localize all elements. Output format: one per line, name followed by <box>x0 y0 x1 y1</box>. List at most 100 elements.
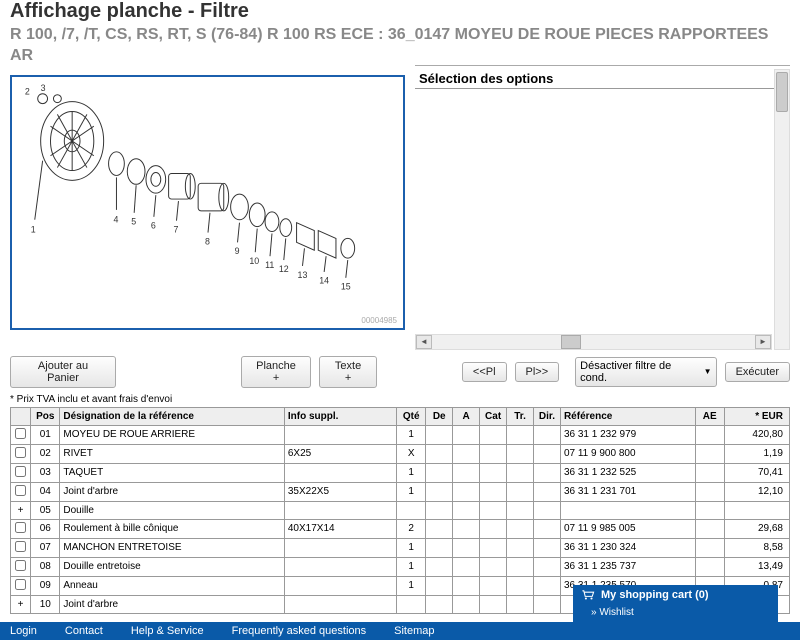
table-cell: 03 <box>31 463 60 482</box>
filter-select[interactable]: Désactiver filtre de cond. ▼ <box>575 357 716 387</box>
expand-row-button[interactable]: + <box>11 501 31 519</box>
table-cell <box>560 501 695 519</box>
table-cell <box>695 519 724 538</box>
table-cell: 420,80 <box>724 425 789 444</box>
table-cell: MOYEU DE ROUE ARRIERE <box>60 425 284 444</box>
table-cell <box>695 444 724 463</box>
row-checkbox[interactable] <box>15 541 26 552</box>
table-cell: 12,10 <box>724 482 789 501</box>
diagram-panel: 1 2 3 4 5 6 <box>10 75 405 330</box>
cart-icon <box>581 589 595 601</box>
table-cell: 8,58 <box>724 538 789 557</box>
add-to-cart-button[interactable]: Ajouter au Panier <box>10 356 116 388</box>
col-header: AE <box>695 407 724 425</box>
footer-link[interactable]: Frequently asked questions <box>232 625 367 637</box>
table-cell <box>507 557 534 576</box>
table-row: 08Douille entretoise136 31 1 235 73713,4… <box>11 557 790 576</box>
table-cell <box>507 595 534 613</box>
table-cell: Anneau <box>60 576 284 595</box>
scroll-right-arrow[interactable]: ► <box>755 335 771 349</box>
table-cell <box>426 557 453 576</box>
col-header: Dir. <box>534 407 561 425</box>
col-header: * EUR <box>724 407 789 425</box>
toolbar: Ajouter au Panier Planche + Texte + <<Pl… <box>0 350 800 394</box>
table-cell <box>480 444 507 463</box>
svg-text:10: 10 <box>249 256 259 266</box>
horizontal-scrollbar[interactable]: ◄ ► <box>415 334 772 350</box>
prev-planche-button[interactable]: <<Pl <box>462 362 507 382</box>
price-note: * Prix TVA inclu et avant frais d'envoi <box>0 394 800 407</box>
footer-link[interactable]: Login <box>10 625 37 637</box>
table-cell <box>453 463 480 482</box>
table-row: 07MANCHON ENTRETOISE136 31 1 230 3248,58 <box>11 538 790 557</box>
table-cell <box>284 425 396 444</box>
expand-row-button[interactable]: + <box>11 595 31 613</box>
table-cell <box>534 538 561 557</box>
table-cell <box>507 444 534 463</box>
table-cell: 09 <box>31 576 60 595</box>
col-header: Désignation de la référence <box>60 407 284 425</box>
table-cell: 70,41 <box>724 463 789 482</box>
row-checkbox[interactable] <box>15 522 26 533</box>
table-cell <box>695 501 724 519</box>
table-cell <box>534 595 561 613</box>
execute-button[interactable]: Exécuter <box>725 362 790 382</box>
table-cell <box>507 501 534 519</box>
scroll-left-arrow[interactable]: ◄ <box>416 335 432 349</box>
svg-text:13: 13 <box>298 269 308 279</box>
table-cell <box>480 557 507 576</box>
svg-text:6: 6 <box>151 220 156 230</box>
table-cell <box>724 501 789 519</box>
row-checkbox[interactable] <box>15 560 26 571</box>
svg-text:1: 1 <box>31 224 36 234</box>
vertical-scrollbar[interactable] <box>774 69 790 350</box>
col-header: A <box>453 407 480 425</box>
row-checkbox[interactable] <box>15 485 26 496</box>
table-cell <box>507 482 534 501</box>
svg-text:11: 11 <box>265 260 274 270</box>
page-subtitle: R 100, /7, /T, CS, RS, RT, S (76-84) R 1… <box>10 25 790 67</box>
table-cell <box>695 425 724 444</box>
table-cell <box>695 482 724 501</box>
table-cell <box>480 576 507 595</box>
wishlist-link[interactable]: Wishlist <box>599 607 633 618</box>
diagram-id: 00004985 <box>361 316 397 325</box>
table-cell <box>426 444 453 463</box>
table-cell <box>284 557 396 576</box>
table-cell <box>480 425 507 444</box>
footer-link[interactable]: Help & Service <box>131 625 204 637</box>
row-checkbox[interactable] <box>15 579 26 590</box>
table-cell: 02 <box>31 444 60 463</box>
table-row: 03TAQUET136 31 1 232 52570,41 <box>11 463 790 482</box>
row-checkbox[interactable] <box>15 428 26 439</box>
texte-plus-button[interactable]: Texte + <box>319 356 376 388</box>
page-title: Affichage planche - Filtre <box>10 0 790 23</box>
options-header: Sélection des options <box>415 69 790 89</box>
table-cell <box>507 425 534 444</box>
table-cell <box>480 482 507 501</box>
table-cell <box>284 576 396 595</box>
row-checkbox[interactable] <box>15 447 26 458</box>
table-cell: Joint d'arbre <box>60 595 284 613</box>
table-cell <box>284 595 396 613</box>
table-cell: 1 <box>397 557 426 576</box>
table-cell <box>534 444 561 463</box>
footer-link[interactable]: Contact <box>65 625 103 637</box>
table-cell: TAQUET <box>60 463 284 482</box>
shopping-cart-widget[interactable]: My shopping cart (0) » Wishlist <box>573 585 778 622</box>
svg-text:3: 3 <box>41 82 46 92</box>
table-cell <box>426 538 453 557</box>
table-cell <box>426 463 453 482</box>
table-cell <box>453 538 480 557</box>
table-cell: 05 <box>31 501 60 519</box>
svg-text:12: 12 <box>279 263 289 273</box>
table-cell <box>534 501 561 519</box>
next-planche-button[interactable]: Pl>> <box>515 362 560 382</box>
col-header: Référence <box>560 407 695 425</box>
row-checkbox[interactable] <box>15 466 26 477</box>
footer-link[interactable]: Sitemap <box>394 625 434 637</box>
table-cell: 07 11 9 985 005 <box>560 519 695 538</box>
table-cell: 36 31 1 232 979 <box>560 425 695 444</box>
table-row: 06Roulement à bille cônique40X17X14207 1… <box>11 519 790 538</box>
planche-plus-button[interactable]: Planche + <box>241 356 312 388</box>
